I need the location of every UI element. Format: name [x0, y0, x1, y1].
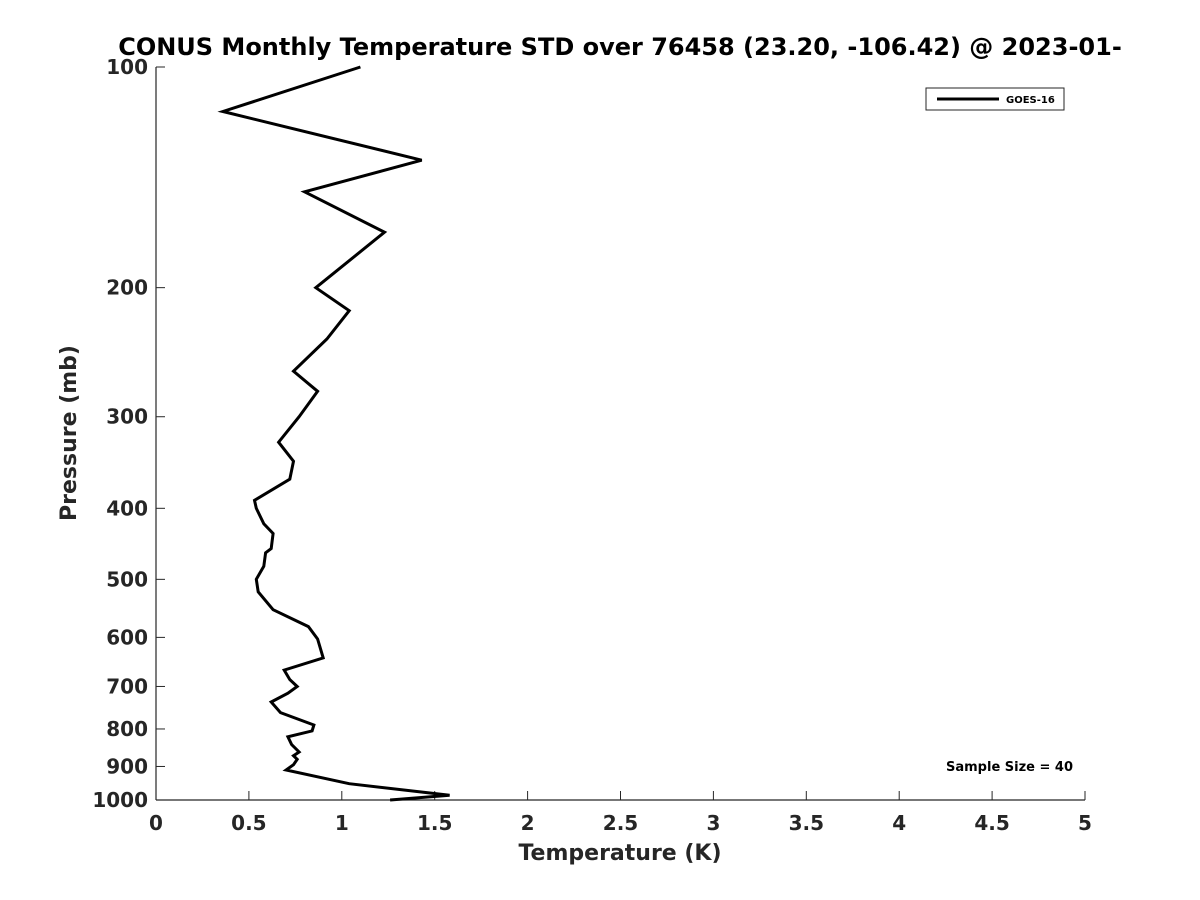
y-tick-label: 200 [106, 276, 148, 300]
y-axis-label: Pressure (mb) [57, 345, 82, 521]
x-tick-label: 4 [892, 811, 906, 835]
x-tick-label: 3 [706, 811, 720, 835]
chart-title: CONUS Monthly Temperature STD over 76458… [118, 33, 1122, 61]
x-tick-label: 4.5 [974, 811, 1009, 835]
y-tick-label: 700 [106, 674, 148, 698]
y-tick-label: 100 [106, 55, 148, 79]
y-tick-label: 400 [106, 496, 148, 520]
x-tick-label: 3.5 [789, 811, 824, 835]
legend-label-goes-16: GOES-16 [1006, 95, 1055, 106]
x-axis-label: Temperature (K) [518, 841, 721, 866]
x-tick-label: 1 [335, 811, 349, 835]
y-tick-label: 800 [106, 717, 148, 741]
legend: GOES-16 [925, 87, 1065, 111]
x-tick-label: 2 [521, 811, 535, 835]
sample-size-annotation: Sample Size = 40 [946, 760, 1073, 775]
y-tick-label: 500 [106, 567, 148, 591]
x-tick-label: 5 [1078, 811, 1092, 835]
x-tick-label: 0.5 [231, 811, 266, 835]
y-tick-label: 600 [106, 625, 148, 649]
y-tick-label: 1000 [92, 788, 148, 812]
series-line-goes-16 [217, 65, 450, 802]
x-tick-label: 1.5 [417, 811, 452, 835]
y-tick-label: 900 [106, 754, 148, 778]
y-axis-ticks: 100 200 300 400 500 600 700 800 900 1000 [92, 55, 165, 812]
x-tick-label: 0 [149, 811, 163, 835]
y-tick-label: 300 [106, 405, 148, 429]
x-tick-label: 2.5 [603, 811, 638, 835]
x-axis-ticks: 0 0.5 1 1.5 2 2.5 3 3.5 4 4.5 5 [149, 791, 1092, 835]
